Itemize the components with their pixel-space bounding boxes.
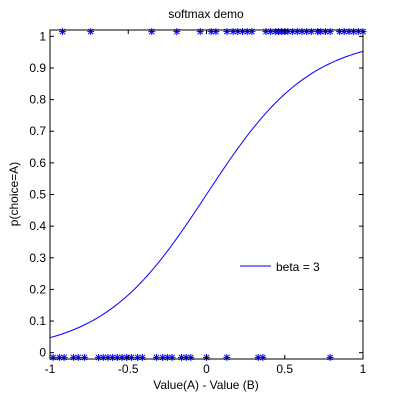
- y-tick-label: 0.3: [29, 251, 46, 265]
- choice-marker-b: [127, 353, 135, 361]
- choice-marker-b: [80, 353, 88, 361]
- y-tick-label: 0.1: [29, 314, 46, 328]
- x-tick-label: 0.5: [276, 362, 293, 376]
- y-tick-label: 0.6: [29, 156, 46, 170]
- choice-marker-b: [49, 353, 57, 361]
- y-tick-label: 0.4: [29, 219, 46, 233]
- y-tick-label: 0.7: [29, 124, 46, 138]
- y-tick-label: 1: [39, 29, 46, 43]
- choice-marker-b: [259, 353, 267, 361]
- choice-marker-a: [87, 28, 95, 36]
- y-tick-label: 0.8: [29, 93, 46, 107]
- y-axis: 0 0.1 0.2 0.3 0.4 0.5 0.6 0.7 0.8 0.9 1: [29, 29, 363, 360]
- choice-marker-a: [196, 28, 204, 36]
- choice-marker-a: [326, 28, 334, 36]
- chart-title: softmax demo: [168, 7, 244, 21]
- y-axis-label: p(choice=A): [7, 162, 21, 226]
- x-tick-label: -1: [45, 362, 56, 376]
- choice-marker-a: [212, 28, 220, 36]
- choice-marker-a: [173, 28, 181, 36]
- choice-marker-b: [138, 353, 146, 361]
- choice-marker-a: [223, 28, 231, 36]
- y-tick-label: 0.5: [29, 188, 46, 202]
- choice-marker-b: [152, 353, 160, 361]
- x-axis-label: Value(A) - Value (B): [153, 378, 259, 392]
- x-tick-label: 0: [203, 362, 210, 376]
- x-tick-label: 1: [360, 362, 367, 376]
- choice-marker-b: [187, 353, 195, 361]
- choice-marker-a: [148, 28, 156, 36]
- choice-marker-b: [168, 353, 176, 361]
- softmax-curve: [49, 50, 364, 339]
- legend-entry: beta = 3: [276, 260, 320, 274]
- y-tick-label: 0.9: [29, 61, 46, 75]
- legend: beta = 3: [240, 260, 320, 274]
- x-axis: -1 -0.5 0 0.5 1: [45, 30, 367, 376]
- choice-marker-a: [248, 28, 256, 36]
- choice-marker-a: [307, 28, 315, 36]
- curve-layer: [49, 50, 364, 339]
- y-tick-label: 0.2: [29, 282, 46, 296]
- x-tick-label: -0.5: [118, 362, 139, 376]
- y-tick-label: 0: [39, 346, 46, 360]
- choice-marker-a: [59, 28, 67, 36]
- choice-marker-b: [60, 353, 68, 361]
- choice-marker-b: [326, 353, 334, 361]
- choice-marker-b: [223, 353, 231, 361]
- choice-marker-b: [74, 353, 82, 361]
